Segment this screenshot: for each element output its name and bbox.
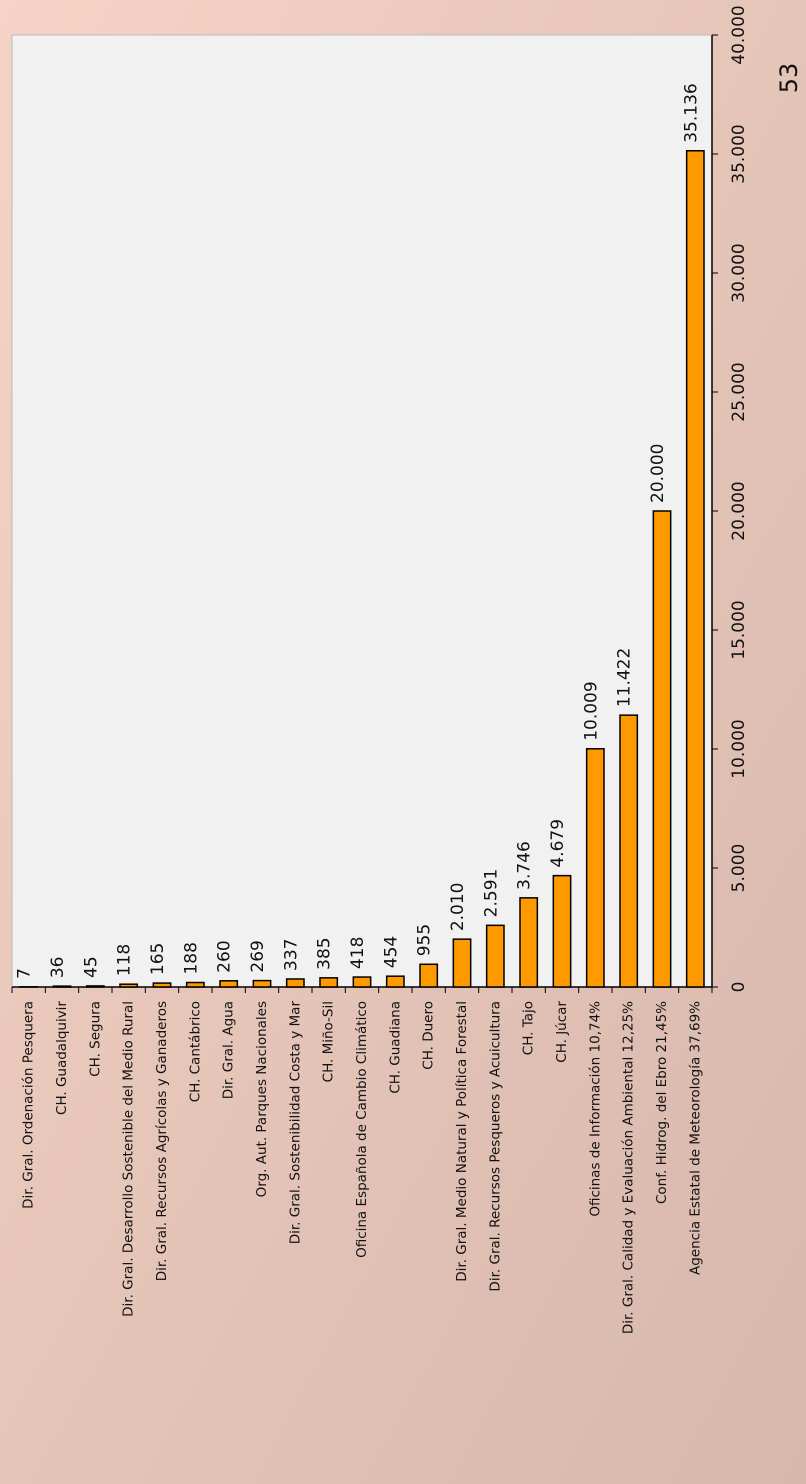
category-label: Oficina Española de Cambio Climático xyxy=(354,1001,370,1258)
value-label: 3.746 xyxy=(515,841,535,890)
category-label: Dir. Gral. Agua xyxy=(221,1001,237,1099)
tick-label: 40.000 xyxy=(729,5,749,64)
tick-label: 15.000 xyxy=(729,600,749,659)
category-label: Dir. Gral. Recursos Pesqueros y Acuicult… xyxy=(487,1001,503,1292)
category-label: CH. Guadalquivir xyxy=(54,1001,70,1115)
category-label: CH. Duero xyxy=(421,1001,437,1070)
tick-label: 0 xyxy=(729,982,749,993)
value-label: 188 xyxy=(181,942,201,974)
value-label: 2.591 xyxy=(481,869,501,918)
category-label: Dir. Gral. Medio Natural y Política Fore… xyxy=(454,1001,470,1282)
category-label: CH. Tajo xyxy=(521,1001,537,1055)
bar xyxy=(152,982,172,988)
value-label: 955 xyxy=(415,924,435,956)
value-label: 260 xyxy=(215,940,235,972)
category-label: CH. Guadiana xyxy=(387,1001,403,1094)
value-label: 454 xyxy=(381,936,401,968)
bar xyxy=(119,983,139,988)
bar xyxy=(85,985,105,988)
tick-label: 5.000 xyxy=(729,844,749,893)
value-label: 10.009 xyxy=(581,681,601,740)
bar xyxy=(552,874,572,988)
category-label: Oficinas de Información 10,74% xyxy=(587,1001,603,1217)
bar xyxy=(685,150,705,988)
bar xyxy=(385,975,405,988)
category-label: Conf. Hidrog. del Ebro 21,45% xyxy=(654,1001,670,1204)
bar xyxy=(319,977,339,988)
value-label: 7 xyxy=(15,968,35,979)
tick-label: 10.000 xyxy=(729,719,749,778)
category-label: Dir. Gral. Ordenación Pesquera xyxy=(21,1001,37,1209)
bar xyxy=(252,979,272,988)
category-label: Org. Aut. Parques Nacionales xyxy=(254,1001,270,1197)
bar xyxy=(485,924,505,988)
value-label: 165 xyxy=(148,943,168,975)
bar xyxy=(185,981,205,988)
bar xyxy=(219,980,239,988)
category-label: Agencia Estatal de Meteorología 37,69% xyxy=(687,1001,703,1275)
rotated-page: 53 0 5.000 10.000 15.000 20.000 25.000 30.000 3… xyxy=(11,5,803,1334)
bar xyxy=(452,938,472,988)
value-label: 337 xyxy=(281,939,301,971)
category-label: CH. Júcar xyxy=(554,1001,570,1063)
tick-label: 20.000 xyxy=(729,481,749,540)
category-label: CH. Miño-Sil xyxy=(321,1001,337,1082)
tick-label: 35.000 xyxy=(729,124,749,183)
category-label: Dir. Gral. Desarrollo Sostenible del Med… xyxy=(121,1001,137,1317)
category-label: CH. Cantábrico xyxy=(187,1001,203,1102)
bar xyxy=(652,510,672,988)
value-label: 2.010 xyxy=(448,882,468,931)
bar xyxy=(519,897,539,988)
value-label: 20.000 xyxy=(648,444,668,503)
category-label: Dir. Gral. Calidad y Evaluación Ambienta… xyxy=(621,1001,637,1334)
value-label: 4.679 xyxy=(548,819,568,868)
value-label: 11.422 xyxy=(615,648,635,707)
category-label: CH. Segura xyxy=(87,1001,103,1077)
page-number: 53 xyxy=(775,63,803,94)
value-label: 269 xyxy=(248,940,268,972)
bar xyxy=(419,963,439,988)
tick-label: 25.000 xyxy=(729,362,749,421)
tick-label: 30.000 xyxy=(729,243,749,302)
bar xyxy=(585,748,605,988)
value-label: 118 xyxy=(115,944,135,976)
value-label: 36 xyxy=(48,957,68,979)
value-label: 418 xyxy=(348,937,368,969)
plot-area xyxy=(11,34,713,988)
value-label: 45 xyxy=(81,956,101,978)
value-label: 35.136 xyxy=(681,83,701,142)
bar xyxy=(619,714,639,988)
category-label: Dir. Gral. Recursos Agrícolas y Ganadero… xyxy=(154,1001,170,1281)
bar xyxy=(285,978,305,988)
bar xyxy=(352,976,372,988)
value-label: 385 xyxy=(315,937,335,969)
category-label: Dir. Gral. Sostenibilidad Costa y Mar xyxy=(287,1001,303,1245)
bar xyxy=(52,985,72,988)
